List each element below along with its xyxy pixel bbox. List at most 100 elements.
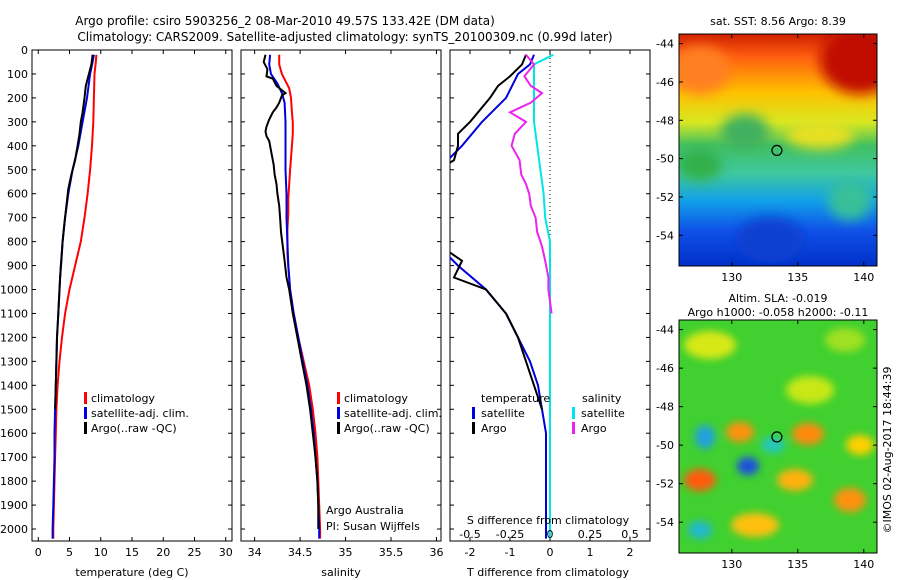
temperature-panel: 0100200300400500600700800900100011001200… (0, 44, 233, 579)
x-tick-label: 34.5 (288, 546, 313, 559)
legend-label-t-satellite: satellite (481, 407, 525, 420)
sla-positive-blob (792, 423, 824, 445)
s-tick-label: -0.5 (459, 528, 480, 541)
x-tick-label: 0 (35, 546, 42, 559)
legend-label-argo: Argo(..raw -QC) (91, 422, 177, 435)
temperature-series (51, 54, 98, 539)
y-tick-label: 1900 (0, 499, 28, 512)
s-difference-ticks: -0.5 -0.25 0 0.25 0.5 (459, 528, 638, 541)
sst-map-frame (678, 33, 878, 267)
series-line-argo-raw-qc- (54, 54, 94, 410)
sst-warm-blob (820, 34, 877, 94)
legend-title-temperature: temperature (481, 392, 550, 405)
legend-swatch-s-argo (572, 422, 575, 434)
legend-label-climatology: climatology (91, 392, 155, 405)
map-y-tick-label: -52 (656, 478, 674, 491)
map-y-tick-label: -50 (656, 153, 674, 166)
sla-positive-blob (834, 488, 866, 512)
x-tick-label: 2 (627, 546, 634, 559)
y-tick-label: 800 (7, 236, 28, 249)
sla-map-title-line1: Altim. SLA: -0.019 (728, 292, 827, 305)
map-y-tick-label: -48 (656, 114, 674, 127)
sla-positive-blob (846, 435, 874, 455)
map-y-tick-label: -48 (656, 401, 674, 414)
figure-title-line2: Climatology: CARS2009. Satellite-adjuste… (77, 30, 612, 44)
s-tick-label: 0 (547, 528, 554, 541)
sst-warm-blob (679, 46, 730, 94)
argo-location-marker (771, 144, 783, 156)
s-difference-label: S difference from climatology (467, 514, 630, 527)
y-tick-label: 900 (7, 260, 28, 273)
sla-positive-blob (726, 422, 754, 442)
legend-title-salinity: salinity (582, 392, 622, 405)
sst-map-title: sat. SST: 8.56 Argo: 8.39 (710, 15, 846, 28)
legend-swatch-satellite (84, 407, 87, 419)
sla-positive-blob (684, 469, 716, 491)
legend-swatch-argo (84, 422, 87, 434)
sst-cold-blob (736, 218, 804, 262)
legend-swatch-climatology (84, 392, 87, 404)
legend-swatch-t-satellite (472, 407, 475, 419)
s-tick-label: -0.25 (496, 528, 524, 541)
map-y-tick-label: -52 (656, 191, 674, 204)
y-tick-label: 1800 (0, 475, 28, 488)
legend-swatch-s-satellite (572, 407, 575, 419)
x-tick-label: 36 (429, 546, 443, 559)
salinity-panel: 34 34.5 35 35.5 36 salinity climatology sate… (240, 49, 443, 579)
difference-series-clip (450, 53, 554, 539)
temperature-legend: climatology satellite-adj. clim. Argo(..… (84, 392, 189, 435)
sla-negative-blob (688, 521, 712, 539)
x-tick-label: -1 (505, 546, 516, 559)
map-x-tick-label: 135 (787, 271, 808, 284)
sst-front-blob (721, 114, 769, 150)
legend-label-satellite: satellite-adj. clim. (344, 407, 442, 420)
sst-field (679, 34, 877, 266)
difference-series (450, 53, 554, 539)
salinity-axes-frame (240, 49, 442, 542)
annotation-argo-australia: Argo Australia (326, 504, 404, 517)
x-tick-label: 20 (156, 546, 170, 559)
y-tick-label: 2000 (0, 523, 28, 536)
y-tick-label: 1300 (0, 355, 28, 368)
y-tick-label: 700 (7, 212, 28, 225)
x-tick-label: 15 (125, 546, 139, 559)
series-line-salinity-satellite (533, 53, 554, 539)
salinity-ticks: 34 34.5 35 35.5 36 (241, 49, 443, 559)
difference-legend: temperature satellite Argo salinity sate… (472, 392, 625, 435)
x-tick-label: 5 (66, 546, 73, 559)
sla-blob (825, 328, 865, 352)
x-tick-label: 0 (547, 546, 554, 559)
sla-negative-blob (695, 425, 715, 449)
series-line-salinity-argo (507, 54, 553, 314)
y-tick-label: 400 (7, 140, 28, 153)
sla-positive-blob (777, 469, 813, 491)
y-tick-label: 1600 (0, 427, 28, 440)
map-y-tick-label: -46 (656, 362, 674, 375)
series-line-argo-raw-qc- (262, 54, 320, 529)
legend-label-t-argo: Argo (481, 422, 507, 435)
legend-swatch-climatology (337, 392, 340, 404)
x-tick-label: 34 (248, 546, 262, 559)
map-x-tick-label: 135 (787, 558, 808, 571)
sla-map-ticks: 130 135 140 -44 -46 -48 -50 -52 -54 (656, 320, 877, 571)
sla-blob (684, 331, 736, 359)
series-line-temperature-argo (450, 54, 543, 410)
sla-field (679, 320, 877, 553)
map-y-tick-label: -54 (656, 516, 674, 529)
sla-negative-blob (737, 457, 759, 475)
y-tick-label: 200 (7, 92, 28, 105)
sla-map-panel: Altim. SLA: -0.019 Argo h1000: -0.058 h2… (656, 292, 878, 571)
salinity-series (262, 54, 322, 539)
x-tick-label: -2 (465, 546, 476, 559)
map-y-tick-label: -44 (656, 324, 674, 337)
sst-front-blob (679, 149, 722, 181)
annotation-pi: PI: Susan Wijffels (326, 520, 420, 533)
y-tick-label: 600 (7, 188, 28, 201)
y-tick-label: 1400 (0, 379, 28, 392)
sla-map-frame (678, 319, 878, 554)
y-tick-label: 500 (7, 164, 28, 177)
legend-label-s-satellite: satellite (581, 407, 625, 420)
map-y-tick-label: -54 (656, 229, 674, 242)
x-tick-label: 35 (339, 546, 353, 559)
